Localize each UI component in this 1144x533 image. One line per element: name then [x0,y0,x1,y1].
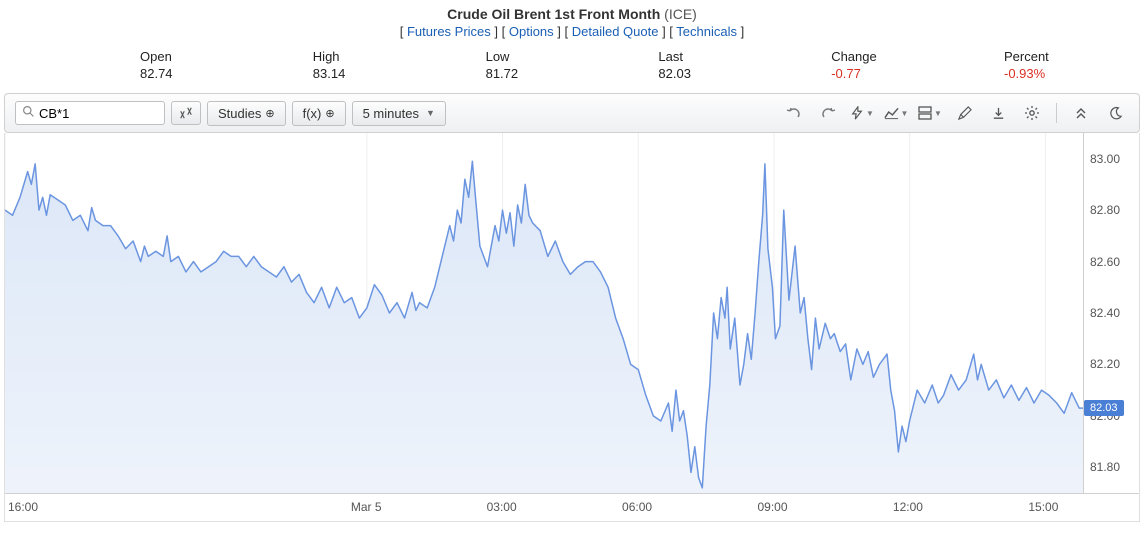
pencil-icon [957,106,972,121]
chevrons-up-icon [1074,106,1088,120]
quote-open-value: 82.74 [140,66,220,81]
quote-high-value: 83.14 [313,66,393,81]
link-options[interactable]: Options [509,24,554,39]
y-tick-label: 83.00 [1090,152,1120,166]
chart-toolbar: Studies ⊕ f(x) ⊕ 5 minutes ▼ ▼ ▼ ▼ [4,93,1140,133]
studies-label: Studies [218,106,261,121]
instrument-name: Crude Oil Brent 1st Front Month [447,6,660,22]
studies-button[interactable]: Studies ⊕ [207,101,286,126]
x-tick-label: 03:00 [487,500,517,514]
y-tick-label: 82.40 [1090,306,1120,320]
chart-plot-area[interactable] [5,133,1084,493]
quote-last-label: Last [658,49,738,64]
redo-button[interactable] [814,100,842,126]
chart-type-button[interactable]: ▼ [882,100,910,126]
download-button[interactable] [984,100,1012,126]
search-icon [22,105,35,121]
quote-open: Open 82.74 [140,49,220,81]
x-tick-label: 09:00 [757,500,787,514]
quote-high-label: High [313,49,393,64]
symbol-search[interactable] [15,101,165,125]
quote-low: Low 81.72 [486,49,566,81]
y-tick-label: 82.60 [1090,255,1120,269]
quote-low-value: 81.72 [486,66,566,81]
quote-low-label: Low [486,49,566,64]
y-axis: 81.8082.0082.2082.4082.6082.8083.0082.03 [1084,133,1139,493]
quote-change-value: -0.77 [831,66,911,81]
x-tick-label: Mar 5 [351,500,382,514]
undo-icon [786,105,802,121]
quote-open-label: Open [140,49,220,64]
moon-icon [1108,106,1123,121]
chevron-down-icon: ▼ [934,109,942,118]
fx-button[interactable]: f(x) ⊕ [292,101,346,126]
nav-links: [ Futures Prices ] [ Options ] [ Detaile… [0,24,1144,39]
symbol-search-input[interactable] [39,106,158,121]
undo-button[interactable] [780,100,808,126]
theme-button[interactable] [1101,100,1129,126]
quote-change-label: Change [831,49,911,64]
quote-high: High 83.14 [313,49,393,81]
x-tick-label: 12:00 [893,500,923,514]
redo-icon [820,105,836,121]
quote-last-value: 82.03 [658,66,738,81]
compare-icon [179,106,193,120]
last-price-badge: 82.03 [1084,400,1124,416]
plus-icon: ⊕ [325,107,334,120]
x-tick-label: 15:00 [1028,500,1058,514]
quote-last: Last 82.03 [658,49,738,81]
page-title: Crude Oil Brent 1st Front Month (ICE) [0,6,1144,22]
chevron-down-icon: ▼ [866,109,874,118]
toolbar-divider [1056,103,1057,123]
events-button[interactable]: ▼ [848,100,876,126]
fx-label: f(x) [303,106,322,121]
y-tick-label: 82.80 [1090,203,1120,217]
layout-button[interactable]: ▼ [916,100,944,126]
gear-icon [1024,105,1040,121]
interval-select[interactable]: 5 minutes ▼ [352,101,446,126]
link-futures-prices[interactable]: Futures Prices [407,24,491,39]
y-tick-label: 81.80 [1090,460,1120,474]
chevron-down-icon: ▼ [901,109,909,118]
plus-icon: ⊕ [265,107,274,120]
link-detailed-quote[interactable]: Detailed Quote [572,24,659,39]
x-tick-label: 16:00 [8,500,38,514]
exchange-code: (ICE) [664,6,697,22]
settings-button[interactable] [1018,100,1046,126]
chart-type-icon [884,106,899,120]
quote-percent: Percent -0.93% [1004,49,1084,81]
lightning-icon [850,106,864,120]
quote-change: Change -0.77 [831,49,911,81]
x-axis: 16:00 Mar 5 03:00 06:00 09:00 12:00 15:00 [5,493,1139,521]
quote-percent-value: -0.93% [1004,66,1084,81]
y-tick-label: 82.20 [1090,357,1120,371]
interval-label: 5 minutes [363,106,419,121]
layout-icon [918,106,932,120]
draw-button[interactable] [950,100,978,126]
compare-button[interactable] [171,101,201,125]
chart-container: 81.8082.0082.2082.4082.6082.8083.0082.03… [4,133,1140,522]
x-tick-label: 06:00 [622,500,652,514]
quote-summary-row: Open 82.74 High 83.14 Low 81.72 Last 82.… [0,41,1144,93]
download-icon [991,106,1006,121]
quote-percent-label: Percent [1004,49,1084,64]
link-technicals[interactable]: Technicals [676,24,737,39]
chevron-down-icon: ▼ [426,108,435,118]
collapse-button[interactable] [1067,100,1095,126]
